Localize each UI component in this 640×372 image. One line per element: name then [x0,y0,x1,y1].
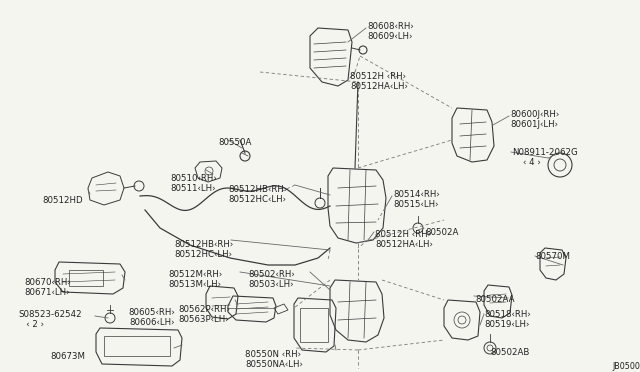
Text: 80512HB‹RH›
80512HC‹LH›: 80512HB‹RH› 80512HC‹LH› [228,185,287,204]
Text: 80670‹RH›
80671‹LH›: 80670‹RH› 80671‹LH› [24,278,71,297]
Text: 80512HB‹RH›
80512HC‹LH›: 80512HB‹RH› 80512HC‹LH› [174,240,233,259]
Text: 80608‹RH›
80609‹LH›: 80608‹RH› 80609‹LH› [367,22,413,41]
Text: 80502AB: 80502AB [490,348,529,357]
Text: 80512H ‹RH›
80512HA‹LH›: 80512H ‹RH› 80512HA‹LH› [375,230,433,249]
Text: 80510‹RH›
80511‹LH›: 80510‹RH› 80511‹LH› [170,174,217,193]
Text: 80570M: 80570M [535,252,570,261]
Text: 80502AA: 80502AA [475,295,515,304]
Text: N08911-2062G
    ‹ 4 ›: N08911-2062G ‹ 4 › [512,148,578,167]
Text: 80562P‹RH›
80563P‹LH›: 80562P‹RH› 80563P‹LH› [178,305,230,324]
Text: 80673M: 80673M [50,352,85,361]
Text: S08523-62542
   ‹ 2 ›: S08523-62542 ‹ 2 › [18,310,82,329]
Text: 80512HD: 80512HD [42,196,83,205]
Text: 80512M‹RH›
80513M‹LH›: 80512M‹RH› 80513M‹LH› [168,270,222,289]
Text: 80605‹RH›
80606‹LH›: 80605‹RH› 80606‹LH› [128,308,175,327]
Text: 80514‹RH›
80515‹LH›: 80514‹RH› 80515‹LH› [393,190,440,209]
Text: 80550A: 80550A [218,138,252,147]
Text: 80502A: 80502A [425,228,458,237]
Text: JB050006: JB050006 [612,362,640,371]
Text: 80600J‹RH›
80601J‹LH›: 80600J‹RH› 80601J‹LH› [510,110,559,129]
Text: 80518‹RH›
80519‹LH›: 80518‹RH› 80519‹LH› [484,310,531,329]
Text: 80550N ‹RH›
80550NA‹LH›: 80550N ‹RH› 80550NA‹LH› [245,350,303,369]
Text: 80512H ‹RH›
80512HA‹LH›: 80512H ‹RH› 80512HA‹LH› [350,72,408,92]
Text: 80502‹RH›
80503‹LH›: 80502‹RH› 80503‹LH› [248,270,295,289]
